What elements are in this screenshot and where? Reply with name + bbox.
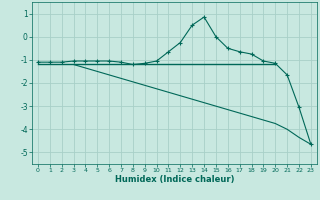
X-axis label: Humidex (Indice chaleur): Humidex (Indice chaleur)	[115, 175, 234, 184]
